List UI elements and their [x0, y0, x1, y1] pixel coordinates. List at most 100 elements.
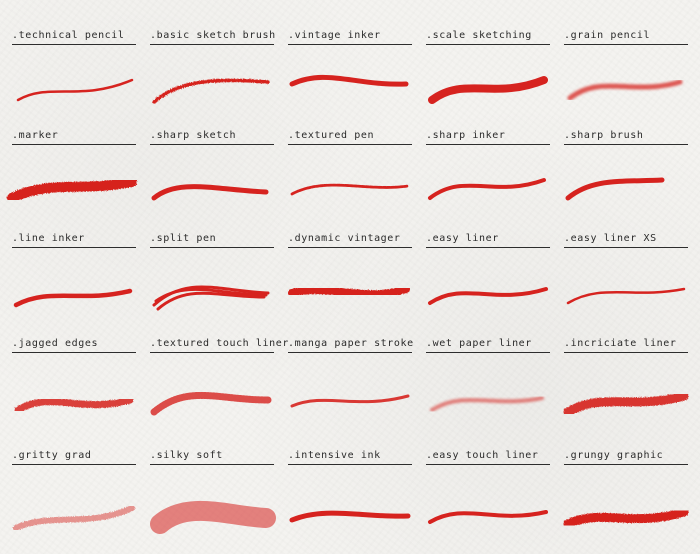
brush-cell[interactable]: .intensive ink [286, 450, 412, 550]
label-underline [426, 44, 550, 45]
brush-label: .easy liner XS [564, 233, 657, 244]
label-underline [150, 464, 274, 465]
brush-cell[interactable]: .grungy graphic [562, 450, 689, 550]
scale-sketching-stroke-icon [428, 76, 548, 104]
basic-sketch-brush-stroke-icon [152, 78, 270, 104]
brush-cell[interactable]: .incriciate liner [562, 338, 689, 438]
brush-label: .easy liner [426, 233, 499, 244]
brush-cell[interactable]: .silky soft [148, 450, 276, 550]
brush-cell[interactable]: .sharp inker [424, 130, 550, 230]
jagged-edges-stroke-icon [14, 396, 134, 414]
brush-cell[interactable]: .manga paper stroke [286, 338, 414, 438]
label-underline [150, 44, 274, 45]
brush-label: .sharp brush [564, 130, 644, 141]
brush-label: .incriciate liner [564, 338, 677, 349]
label-underline [12, 464, 136, 465]
brush-cell[interactable]: .split pen [148, 233, 274, 333]
easy-touch-liner-stroke-icon [428, 510, 548, 524]
label-underline [150, 352, 274, 353]
label-underline [288, 464, 412, 465]
brush-cell[interactable]: .textured touch liner [148, 338, 290, 438]
marker-stroke-icon [7, 177, 137, 203]
brush-cell[interactable]: .wet paper liner [424, 338, 550, 438]
label-underline [150, 144, 274, 145]
dynamic-vintager-stroke-icon [288, 285, 410, 299]
brush-cell[interactable]: .marker [7, 130, 137, 230]
label-underline [426, 352, 550, 353]
manga-paper-stroke-icon [290, 394, 410, 408]
label-underline [564, 464, 688, 465]
label-underline [150, 247, 274, 248]
brush-cell[interactable]: .textured pen [286, 130, 412, 230]
brush-cell[interactable]: .easy liner [424, 233, 550, 333]
brush-cell[interactable]: .basic sketch brush [148, 30, 276, 130]
brush-cell[interactable]: .technical pencil [10, 30, 136, 130]
brush-label: .gritty grad [12, 450, 92, 461]
label-underline [288, 144, 412, 145]
label-underline [564, 144, 688, 145]
brush-label: .jagged edges [12, 338, 99, 349]
textured-touch-liner-stroke-icon [150, 392, 272, 416]
label-underline [12, 352, 136, 353]
brush-cell[interactable]: .jagged edges [10, 338, 136, 438]
silky-soft-stroke-icon [150, 500, 276, 534]
brush-label: .easy touch liner [426, 450, 539, 461]
grungy-graphic-stroke-icon [563, 507, 689, 529]
brush-label: .scale sketching [426, 30, 532, 41]
brush-cell[interactable]: .vintage inker [286, 30, 412, 130]
line-inker-stroke-icon [13, 288, 133, 308]
easy-liner-xs-stroke-icon [566, 287, 686, 305]
brush-cell[interactable]: .sharp sketch [148, 130, 274, 230]
brush-cell[interactable]: .scale sketching [424, 30, 550, 130]
brush-cell[interactable]: .grain pencil [562, 30, 688, 130]
technical-pencil-stroke-icon [16, 78, 134, 102]
brush-label: .line inker [12, 233, 85, 244]
label-underline [12, 144, 136, 145]
brush-cell[interactable]: .gritty grad [10, 450, 136, 550]
label-underline [12, 247, 136, 248]
brush-label: .split pen [150, 233, 217, 244]
gritty-grad-stroke-icon [13, 505, 135, 531]
brush-label: .intensive ink [288, 450, 381, 461]
incriciate-liner-stroke-icon [563, 391, 689, 417]
label-underline [564, 44, 688, 45]
brush-label: .silky soft [150, 450, 223, 461]
split-pen-stroke-icon [152, 285, 270, 311]
label-underline [288, 44, 412, 45]
label-underline [564, 352, 688, 353]
brush-cell[interactable]: .line inker [10, 233, 136, 333]
sharp-sketch-stroke-icon [151, 184, 269, 201]
textured-pen-stroke-icon [290, 183, 410, 196]
sharp-inker-stroke-icon [428, 178, 546, 200]
brush-cell[interactable]: .easy touch liner [424, 450, 550, 550]
brush-label: .textured pen [288, 130, 375, 141]
label-underline [288, 352, 412, 353]
label-underline [564, 247, 688, 248]
label-underline [426, 247, 550, 248]
brush-label: .wet paper liner [426, 338, 532, 349]
label-underline [426, 464, 550, 465]
label-underline [288, 247, 412, 248]
brush-label: .grungy graphic [564, 450, 664, 461]
brush-label: .sharp inker [426, 130, 506, 141]
label-underline [426, 144, 550, 145]
easy-liner-stroke-icon [428, 287, 548, 305]
brush-label: .basic sketch brush [150, 30, 276, 41]
brush-label: .manga paper stroke [288, 338, 414, 349]
label-underline [12, 44, 136, 45]
brush-label: .sharp sketch [150, 130, 237, 141]
brush-cell[interactable]: .sharp brush [562, 130, 688, 230]
brush-label: .grain pencil [564, 30, 651, 41]
vintage-inker-stroke-icon [289, 74, 409, 87]
brush-label: .vintage inker [288, 30, 381, 41]
brush-cell[interactable]: .easy liner XS [562, 233, 688, 333]
brush-label: .dynamic vintager [288, 233, 401, 244]
brush-label: .textured touch liner [150, 338, 290, 349]
brush-label: .technical pencil [12, 30, 125, 41]
brush-label: .marker [12, 130, 59, 141]
intensive-ink-stroke-icon [289, 510, 411, 523]
sharp-brush-stroke-icon [565, 177, 665, 201]
brush-cell[interactable]: .dynamic vintager [286, 233, 412, 333]
wet-paper-liner-stroke-icon [430, 396, 544, 412]
grain-pencil-stroke-icon [567, 79, 683, 101]
